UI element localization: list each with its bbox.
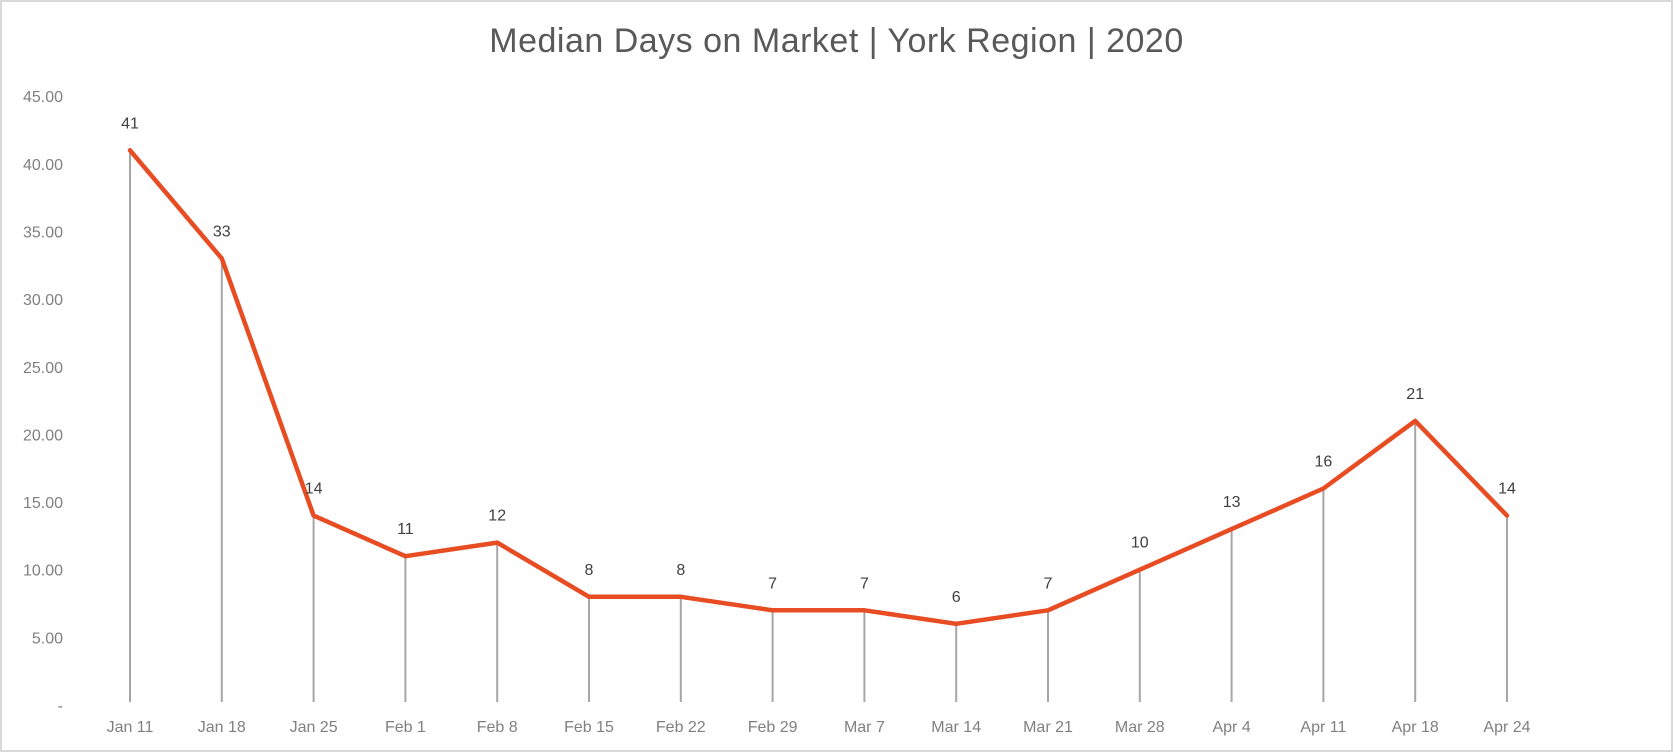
data-label: 11	[397, 521, 414, 538]
x-tick-label: Mar 14	[931, 719, 981, 736]
y-tick-label: 35.00	[23, 224, 63, 241]
data-labels: 41 33 14 11 12 8 8 7 7 6 7 10 13 16 21 14	[121, 115, 1516, 606]
data-label: 14	[305, 481, 323, 498]
x-tick-label: Mar 21	[1023, 719, 1073, 736]
drop-lines	[129, 150, 1508, 702]
y-tick-label: 10.00	[23, 563, 63, 580]
x-tick-label: Mar 28	[1115, 719, 1165, 736]
data-label: 8	[585, 562, 594, 579]
data-label: 8	[676, 562, 685, 579]
x-tick-label: Feb 15	[564, 719, 614, 736]
series-polyline	[127, 148, 1510, 627]
series-line	[127, 148, 1510, 627]
x-tick-label: Apr 4	[1212, 719, 1250, 736]
y-tick-label: 40.00	[23, 157, 63, 174]
y-tick-label: 25.00	[23, 360, 63, 377]
x-tick-label: Feb 22	[656, 719, 706, 736]
data-label: 33	[213, 224, 231, 241]
x-axis: Jan 11 Jan 18 Jan 25 Feb 1 Feb 8 Feb 15 Feb 22…	[107, 719, 1531, 736]
data-label: 7	[860, 575, 869, 592]
data-label: 16	[1315, 454, 1333, 471]
data-label: 7	[768, 575, 777, 592]
x-tick-label: Jan 18	[198, 719, 246, 736]
x-tick-label: Jan 25	[290, 719, 338, 736]
y-tick-label: 15.00	[23, 495, 63, 512]
data-label: 41	[121, 115, 139, 132]
chart-title: Median Days on Market | York Region | 20…	[489, 22, 1184, 60]
data-label: 14	[1498, 481, 1516, 498]
data-label: 6	[952, 589, 961, 606]
x-tick-label: Apr 24	[1483, 719, 1530, 736]
x-tick-label: Feb 8	[477, 719, 518, 736]
data-label: 21	[1406, 386, 1424, 403]
x-tick-label: Mar 7	[844, 719, 885, 736]
y-tick-label: 30.00	[23, 292, 63, 309]
data-label: 7	[1044, 575, 1053, 592]
x-tick-label: Apr 11	[1300, 719, 1346, 736]
data-label: 12	[488, 508, 506, 525]
y-tick-label: 20.00	[23, 427, 63, 444]
x-tick-label: Feb 29	[748, 719, 798, 736]
data-label: 13	[1223, 494, 1241, 511]
y-axis: - 5.00 10.00 15.00 20.00 25.00 30.00 35.00 40.00…	[23, 89, 63, 715]
x-tick-label: Feb 1	[385, 719, 426, 736]
data-label: 10	[1131, 535, 1149, 552]
y-tick-label: -	[58, 698, 63, 715]
x-tick-label: Apr 18	[1392, 719, 1439, 736]
y-tick-label: 5.00	[32, 630, 63, 647]
y-tick-label: 45.00	[23, 89, 63, 106]
x-tick-label: Jan 11	[107, 719, 154, 736]
